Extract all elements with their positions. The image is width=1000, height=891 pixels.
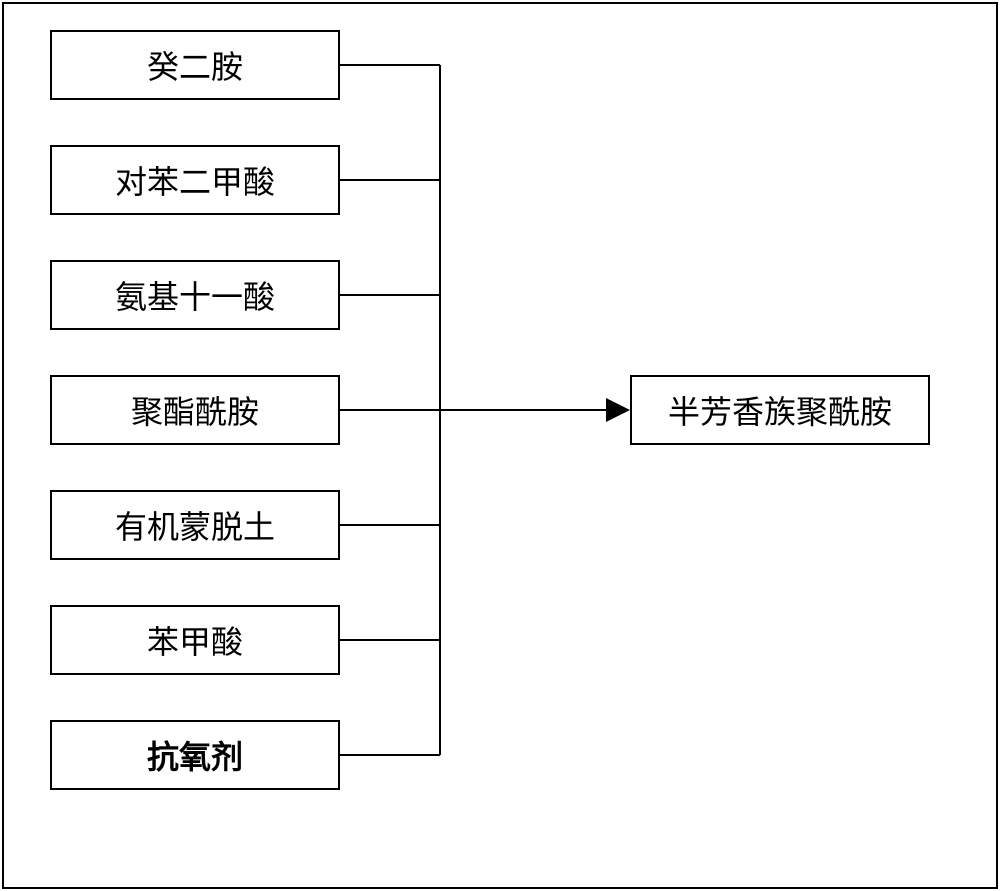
input-box-polyesteramide: 聚酯酰胺 <box>50 375 340 445</box>
output-box-semiaromatic-polyamide: 半芳香族聚酰胺 <box>630 375 930 445</box>
input-label: 氨基十一酸 <box>115 272 275 318</box>
input-label: 癸二胺 <box>147 42 243 88</box>
input-label: 对苯二甲酸 <box>115 157 275 203</box>
input-label: 有机蒙脱土 <box>115 502 275 548</box>
input-box-antioxidant: 抗氧剂 <box>50 720 340 790</box>
output-label: 半芳香族聚酰胺 <box>668 387 892 433</box>
diagram-canvas: 癸二胺 对苯二甲酸 氨基十一酸 聚酯酰胺 有机蒙脱土 苯甲酸 抗氧剂 半芳香族聚… <box>0 0 1000 891</box>
input-box-terephthalic: 对苯二甲酸 <box>50 145 340 215</box>
input-label: 聚酯酰胺 <box>131 387 259 433</box>
input-label: 抗氧剂 <box>147 732 243 778</box>
input-label: 苯甲酸 <box>147 617 243 663</box>
input-box-aminoundecanoic: 氨基十一酸 <box>50 260 340 330</box>
input-box-benzoic: 苯甲酸 <box>50 605 340 675</box>
input-box-montmorillonite: 有机蒙脱土 <box>50 490 340 560</box>
input-box-decanediamine: 癸二胺 <box>50 30 340 100</box>
